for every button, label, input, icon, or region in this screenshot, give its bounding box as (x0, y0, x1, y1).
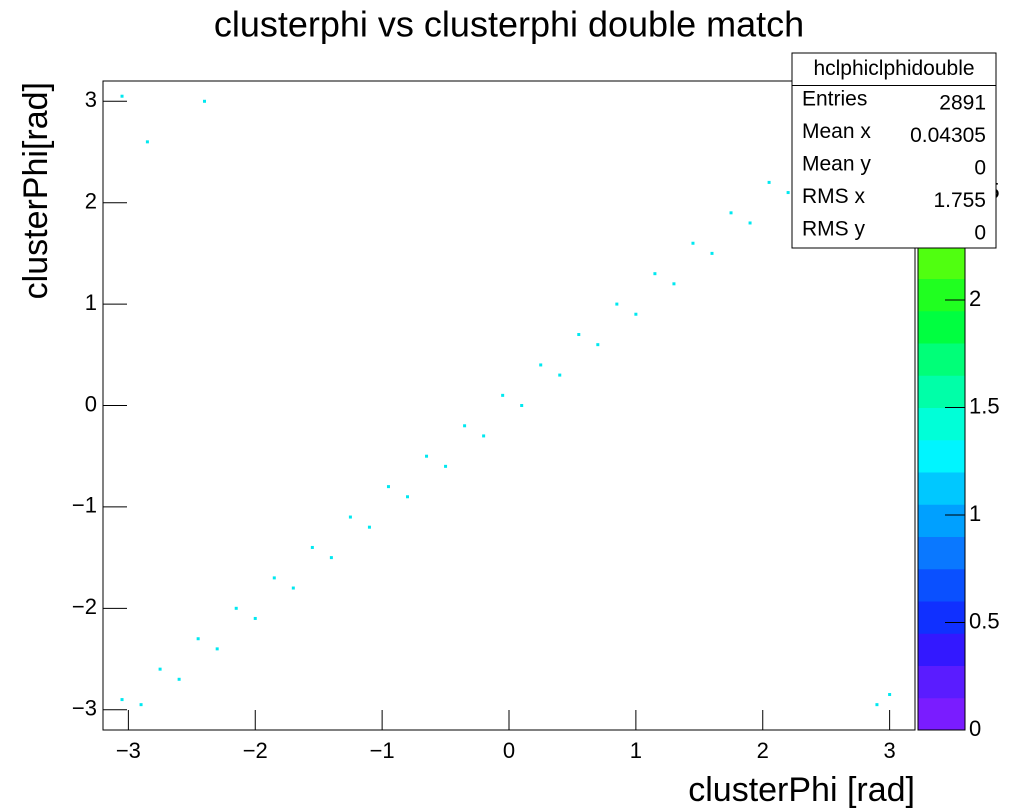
z-tick-label: 2 (969, 286, 981, 311)
point (482, 434, 486, 438)
plot-area (120, 89, 892, 707)
point (463, 424, 467, 428)
stats-title: hclphiclphidouble (813, 57, 974, 80)
stats-value: 0 (974, 221, 986, 244)
stats-label: RMS y (802, 217, 866, 240)
color-band (918, 504, 965, 537)
y-tick-label: 2 (85, 189, 97, 214)
x-tick-label: 0 (503, 738, 515, 763)
stats-value: 0.04305 (910, 124, 986, 147)
point (367, 525, 371, 529)
color-band (918, 568, 965, 602)
point (596, 343, 600, 347)
color-band (918, 439, 965, 473)
point (177, 677, 181, 681)
stats-label: Mean x (802, 120, 871, 143)
point (203, 99, 206, 103)
z-tick-label: 1.5 (969, 393, 1000, 418)
point (291, 586, 295, 590)
stats-label: Entries (802, 87, 867, 110)
point (444, 464, 448, 468)
point (386, 485, 390, 489)
color-band (918, 536, 965, 570)
point (158, 667, 162, 671)
x-tick-label: 3 (884, 738, 896, 763)
point (875, 703, 879, 707)
point (888, 693, 892, 697)
stats-label: Mean y (802, 152, 871, 175)
z-tick-label: 0 (969, 716, 981, 741)
y-tick-label: −1 (72, 493, 97, 518)
color-band (918, 375, 965, 408)
point (406, 495, 409, 499)
z-tick-label: 1 (969, 501, 981, 526)
point (710, 251, 714, 255)
color-band (918, 697, 965, 731)
z-tick-label: 0.5 (969, 608, 1000, 633)
x-axis-title: clusterPhi [rad] (688, 771, 915, 809)
point (348, 515, 352, 519)
point (520, 404, 524, 407)
y-tick-label: 0 (85, 391, 97, 416)
point (615, 302, 619, 306)
x-tick-label: −2 (243, 738, 268, 763)
color-band (918, 407, 965, 441)
point (767, 180, 771, 184)
point (120, 94, 124, 98)
point (329, 556, 333, 560)
point (634, 312, 638, 316)
point (748, 221, 752, 225)
color-band (918, 246, 965, 279)
y-tick-label: −2 (72, 594, 97, 619)
stats-value: 0 (974, 156, 986, 179)
color-band (918, 601, 965, 634)
stats-value: 2891 (939, 91, 986, 114)
point (558, 373, 562, 377)
point (539, 363, 543, 367)
point (215, 647, 219, 651)
point (577, 333, 581, 337)
y-axis-title: clusterPhi[rad] (17, 82, 55, 299)
y-tick-label: 1 (85, 290, 97, 315)
point (729, 211, 733, 215)
point (139, 703, 143, 707)
point (501, 393, 505, 397)
x-tick-label: −1 (370, 738, 395, 763)
x-tick-label: −3 (116, 738, 141, 763)
stats-label: RMS x (802, 185, 866, 208)
point (691, 241, 695, 245)
x-tick-label: 1 (630, 738, 642, 763)
y-tick-label: −3 (72, 696, 97, 721)
point (145, 140, 149, 144)
color-band (918, 310, 965, 344)
point (234, 606, 238, 610)
color-band (918, 343, 965, 376)
color-band (918, 665, 965, 699)
color-band (918, 278, 965, 312)
x-tick-label: 2 (757, 738, 769, 763)
point (272, 576, 276, 580)
point (425, 454, 429, 458)
point (653, 272, 657, 276)
color-band (918, 472, 965, 505)
color-band (918, 633, 965, 666)
y-tick-label: 3 (85, 87, 97, 112)
point (196, 637, 200, 641)
point (120, 698, 124, 702)
point (672, 282, 676, 286)
point (310, 545, 314, 549)
chart-title: clusterphi vs clusterphi double match (214, 4, 804, 45)
point (786, 191, 790, 195)
point (253, 616, 257, 620)
stats-value: 1.755 (933, 189, 986, 212)
